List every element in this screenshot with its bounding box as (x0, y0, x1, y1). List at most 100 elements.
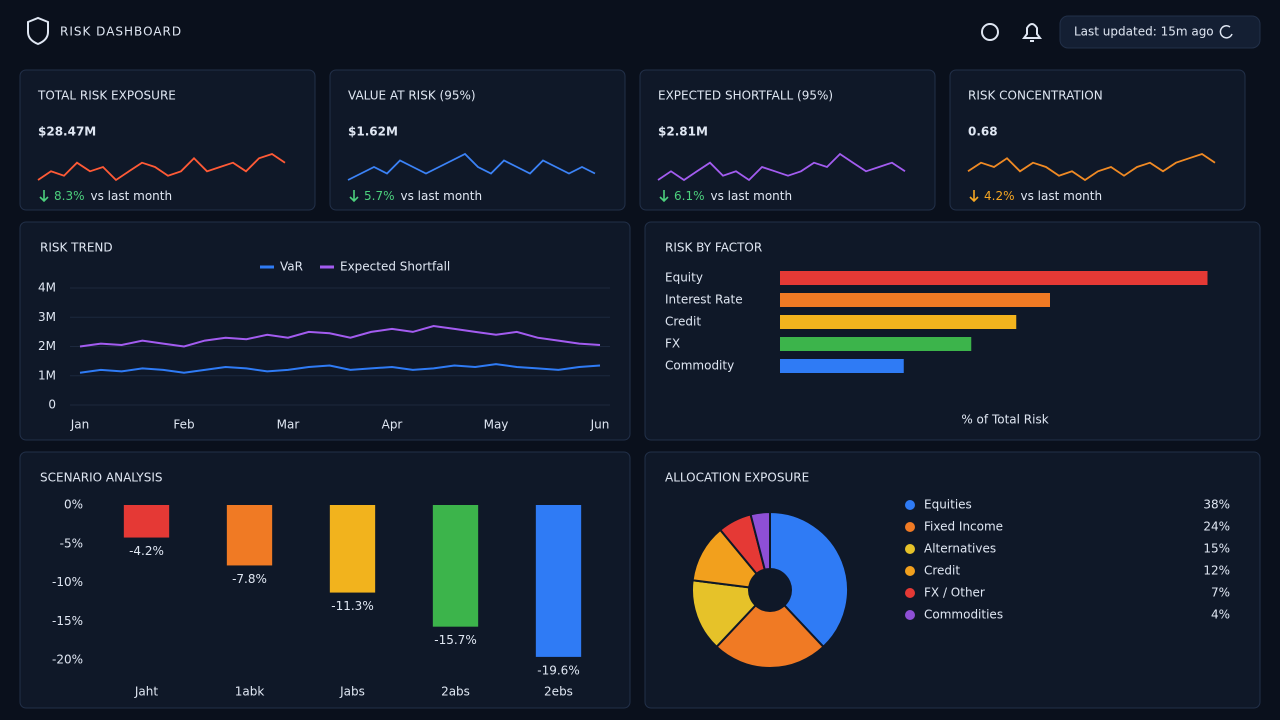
value-label: 15% (1203, 542, 1230, 556)
x-axis-label: % of Total Risk (961, 413, 1048, 427)
kpi-change-line: 8.3% vs last month (54, 189, 172, 203)
value-label: -15.7% (434, 633, 476, 647)
legend-dot (905, 588, 915, 598)
bar (780, 337, 972, 351)
kpi-card (949, 69, 1246, 211)
y-tick-label: 2M (38, 339, 56, 353)
y-tick-label: -5% (60, 536, 83, 550)
x-tick-label: Jan (70, 418, 90, 432)
trend-arrow (349, 190, 359, 203)
update-pill[interactable] (1059, 15, 1261, 49)
value-label: 38% (1203, 498, 1230, 512)
trend-arrow (39, 190, 49, 203)
x-tick-label: Apr (382, 418, 403, 432)
pie-slice (715, 588, 825, 669)
legend-label: Commodities (924, 608, 1003, 622)
kpi-value: 0.68 (968, 125, 998, 139)
bar (329, 505, 376, 593)
settings-icon[interactable] (981, 23, 999, 41)
category-label: FX (665, 337, 680, 351)
y-tick-label: 0 (48, 398, 56, 412)
kpi-label: VALUE AT RISK (95%) (348, 89, 476, 103)
series-line (79, 324, 601, 348)
kpi-note: vs last month (711, 189, 793, 203)
value-label: 7% (1211, 586, 1230, 600)
legend-dot (905, 566, 915, 576)
kpi-value: $1.62M (348, 125, 398, 139)
legend-label: Expected Shortfall (340, 260, 450, 274)
bar (226, 505, 273, 566)
chart-title: RISK TREND (40, 241, 113, 255)
bar (123, 505, 170, 538)
legend-label: Credit (924, 564, 960, 578)
bar (780, 359, 904, 373)
y-tick-label: -10% (52, 575, 83, 589)
y-tick-label: -15% (52, 614, 83, 628)
legend-dot (905, 544, 915, 554)
x-tick-label: 2abs (441, 685, 470, 699)
value-label: 24% (1203, 520, 1230, 534)
kpi-change-line: 4.2% vs last month (984, 189, 1102, 203)
value-label: -11.3% (331, 599, 373, 613)
category-label: Interest Rate (665, 293, 743, 307)
category-label: Commodity (665, 359, 734, 373)
kpi-note: vs last month (1021, 189, 1103, 203)
legend-label: Alternatives (924, 542, 996, 556)
category-label: Credit (665, 315, 701, 329)
value-label: -7.8% (232, 572, 267, 586)
panel (644, 221, 1261, 441)
kpi-label: RISK CONCENTRATION (968, 89, 1103, 103)
dashboard-title: RISK DASHBOARD (60, 25, 182, 39)
kpi-change: 5.7% (364, 189, 395, 203)
trend-arrow (659, 190, 669, 203)
bell-icon[interactable] (1022, 23, 1042, 42)
x-tick-label: Jaht (134, 685, 158, 699)
bar (780, 315, 1017, 329)
y-tick-label: 4M (38, 281, 56, 295)
kpi-note: vs last month (91, 189, 173, 203)
x-tick-label: Jun (590, 418, 610, 432)
bar (780, 293, 1050, 307)
kpi-value: $2.81M (658, 125, 708, 139)
legend-dot (905, 500, 915, 510)
kpi-change-line: 5.7% vs last month (364, 189, 482, 203)
legend-dot (905, 610, 915, 620)
kpi-label: TOTAL RISK EXPOSURE (37, 89, 176, 103)
last-updated: Last updated: 15m ago (1074, 25, 1214, 39)
chart-title: SCENARIO ANALYSIS (40, 471, 163, 485)
bar (780, 271, 1208, 285)
kpi-change: 8.3% (54, 189, 85, 203)
sparkline (37, 153, 286, 182)
sparkline (657, 152, 906, 182)
x-tick-label: 1abk (235, 685, 265, 699)
kpi-change: 4.2% (984, 189, 1015, 203)
pie-slice (769, 510, 849, 649)
kpi-card (639, 69, 936, 211)
x-tick-label: Feb (173, 418, 194, 432)
kpi-note: vs last month (401, 189, 483, 203)
kpi-label: EXPECTED SHORTFALL (95%) (658, 89, 833, 103)
y-tick-label: 3M (38, 310, 56, 324)
x-tick-label: May (484, 418, 509, 432)
legend-label: FX / Other (924, 586, 985, 600)
value-label: 12% (1203, 564, 1230, 578)
y-tick-label: 1M (38, 368, 56, 382)
donut-hole (748, 568, 792, 612)
kpi-card (329, 69, 626, 211)
legend-label: VaR (280, 260, 303, 274)
trend-arrow (969, 190, 979, 203)
kpi-card (19, 69, 316, 211)
value-label: 4% (1211, 608, 1230, 622)
x-tick-label: 2ebs (544, 685, 573, 699)
value-label: -19.6% (537, 663, 579, 677)
legend-dot (905, 522, 915, 532)
legend-label: Fixed Income (924, 520, 1003, 534)
legend-label: Equities (924, 498, 972, 512)
shield-icon (27, 16, 49, 46)
sparkline (967, 153, 1216, 182)
panel (19, 221, 631, 441)
y-tick-label: 0% (64, 498, 83, 512)
x-tick-label: Mar (277, 418, 300, 432)
chart-title: ALLOCATION EXPOSURE (665, 471, 809, 485)
